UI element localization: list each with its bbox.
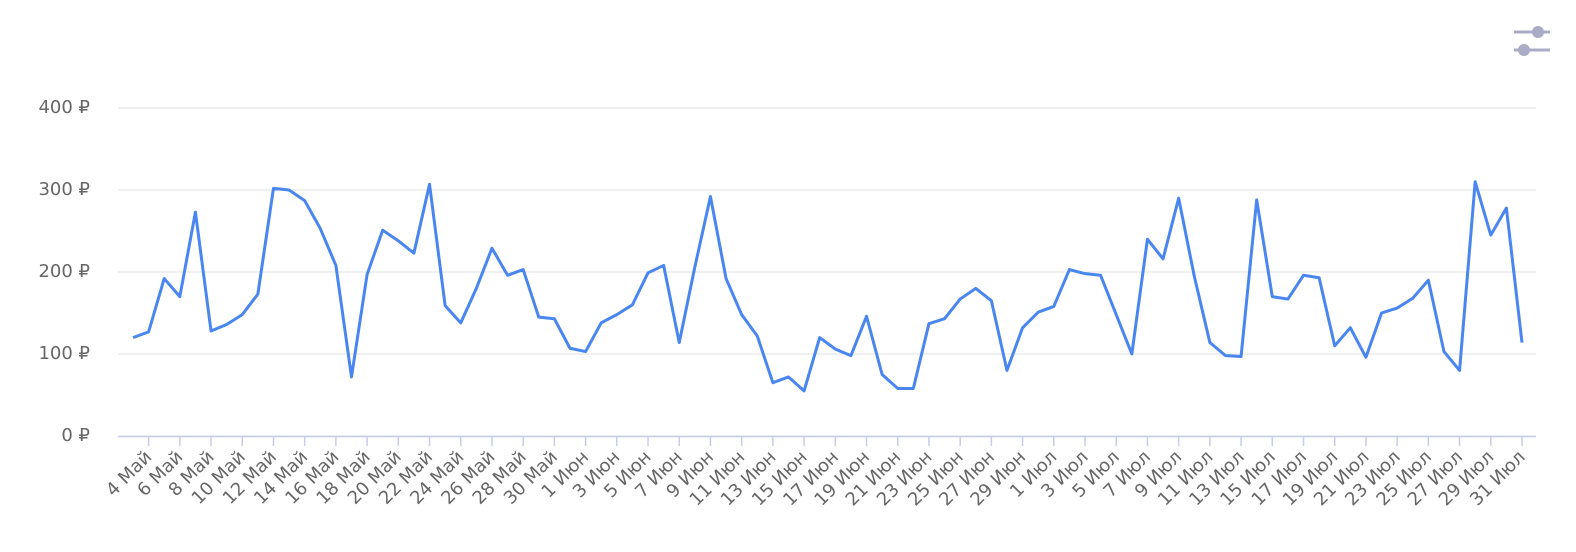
line-series xyxy=(132,180,1524,393)
y-tick-label: 0 ₽ xyxy=(61,425,90,446)
y-tick-label: 400 ₽ xyxy=(38,97,90,118)
y-tick-label: 200 ₽ xyxy=(38,261,90,282)
settings-icon[interactable] xyxy=(1514,26,1550,56)
y-tick-label: 100 ₽ xyxy=(38,343,90,364)
y-tick-label: 300 ₽ xyxy=(38,179,90,200)
